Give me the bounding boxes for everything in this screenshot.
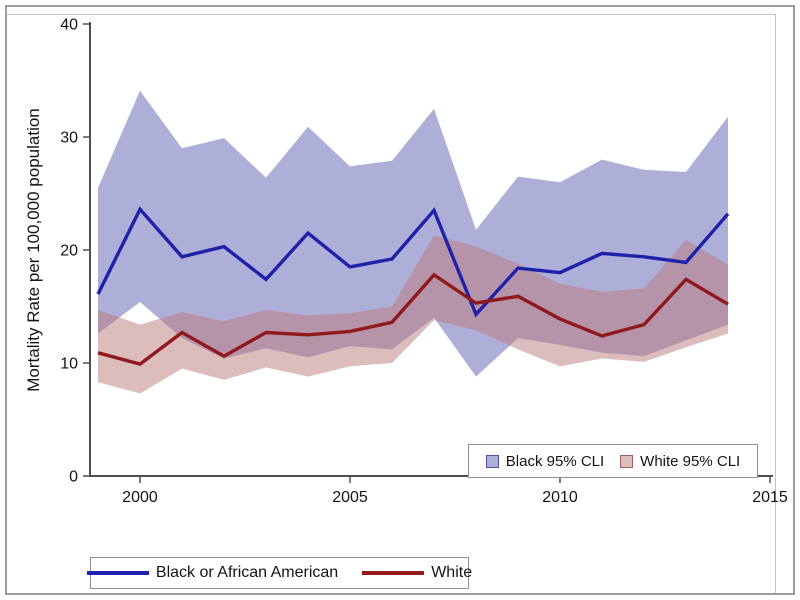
legend-entry-white-series: White [362,564,472,582]
white-series-line [97,272,729,366]
y-tick-label: 0 [69,469,78,486]
legend-entry-black-ci: Black 95% CLI [485,452,605,470]
black-line-swatch-icon [86,571,149,575]
x-tick-label: 2010 [542,489,578,506]
y-tick-label: 20 [60,243,78,260]
x-tick-label: 2015 [752,489,788,506]
legend-entry-black-series: Black or African American [86,564,339,582]
black-series-label: Black or African American [155,564,339,581]
y-axis-title: Mortality Rate per 100,000 population [24,108,43,392]
black-series-line [96,206,730,318]
black-ci-label: Black 95% CLI [505,452,605,470]
white-ci-label: White 95% CLI [640,452,741,470]
y-tick-label: 10 [60,356,78,373]
x-tick-label: 2005 [332,489,368,506]
legend-entry-white-ci: White 95% CLI [620,453,740,470]
black-ci-swatch-icon [485,454,499,468]
y-tick-label: 30 [60,130,78,147]
graph-right-border [775,14,776,593]
y-tick-label: 40 [60,17,78,34]
ci-band-legend: Black 95% CLI White 95% CLI [468,444,758,478]
white-ci-band [98,235,728,394]
x-tick-label: 2000 [122,489,158,506]
graph-top-border [7,14,775,15]
white-ci-swatch-icon [620,454,634,468]
figure-border [5,5,795,595]
white-line-swatch-icon [362,571,425,575]
series-legend: Black or African American White [86,557,472,589]
white-series-label: White [431,564,473,581]
